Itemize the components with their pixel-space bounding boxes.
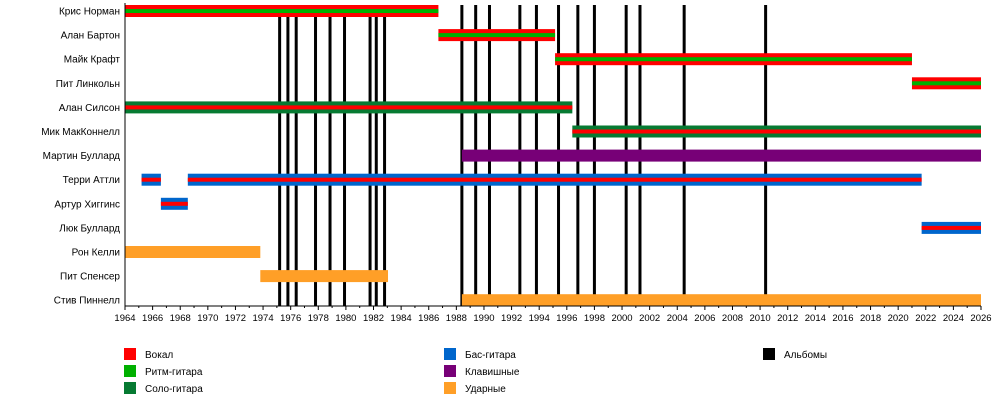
x-tick-label: 1980 [335, 313, 356, 324]
x-tick-label: 2022 [915, 313, 936, 324]
legend-label-keys: Клавишные [465, 367, 520, 378]
member-label: Алан Бартон [61, 31, 120, 42]
legend: Вокал Ритм-гитара Соло-гитара Бас-гитара Кла… [124, 348, 827, 395]
member-label: Рон Келли [72, 248, 120, 259]
x-tick-label: 1970 [197, 313, 218, 324]
x-tick-label: 2024 [943, 313, 964, 324]
member-bar-rhythm [911, 81, 981, 86]
legend-swatch-albums [763, 348, 775, 360]
member-bar-rhythm [438, 33, 556, 38]
x-tick-label: 2008 [722, 313, 743, 324]
legend-label-drums: Ударные [465, 384, 506, 395]
x-tick-label: 1972 [225, 313, 246, 324]
x-tick-label: 2026 [970, 313, 991, 324]
x-tick-label: 2006 [694, 313, 715, 324]
x-tick-label: 2020 [888, 313, 909, 324]
member-bar-drums [260, 270, 389, 283]
x-tick-label: 1996 [556, 313, 577, 324]
x-tick-label: 2004 [667, 313, 688, 324]
x-tick-label: 1974 [252, 313, 273, 324]
x-tick-label: 1982 [363, 313, 384, 324]
member-label: Пит Линкольн [56, 79, 120, 90]
x-tick-label: 1968 [170, 313, 191, 324]
x-tick-label: 2018 [860, 313, 881, 324]
legend-swatch-vocal [124, 348, 136, 360]
legend-label-bass: Бас-гитара [465, 350, 516, 361]
x-tick-label: 2010 [750, 313, 771, 324]
legend-label-vocal: Вокал [145, 350, 173, 361]
x-axis: 1964 1966 1968 1970 1972 1974 1976 1978 1980 1982… [114, 3, 992, 324]
member-bar-vocal [125, 105, 573, 110]
legend-label-albums: Альбомы [784, 349, 827, 361]
member-bar-keys [461, 149, 981, 162]
x-tick-label: 1990 [473, 313, 494, 324]
member-label: Майк Крафт [64, 54, 121, 66]
x-tick-label: 2000 [611, 313, 632, 324]
x-tick-label: 2012 [777, 313, 798, 324]
x-tick-label: 2014 [805, 313, 826, 324]
member-label: Мартин Буллард [43, 151, 120, 162]
member-label: Артур Хиггинс [54, 199, 120, 210]
legend-label-lead: Соло-гитара [145, 384, 203, 395]
member-bar-rhythm [555, 57, 912, 62]
member-bar-drums [461, 294, 981, 307]
legend-label-rhythm: Ритм-гитара [145, 367, 203, 378]
member-bar-rhythm [125, 9, 439, 13]
x-tick-label: 1976 [280, 313, 301, 324]
x-tick-label: 2016 [832, 313, 853, 324]
member-label: Крис Норман [59, 7, 120, 18]
legend-swatch-drums [444, 382, 456, 394]
legend-swatch-lead [124, 382, 136, 394]
legend-swatch-bass [444, 348, 456, 360]
legend-swatch-rhythm [124, 365, 136, 377]
x-tick-label: 1994 [529, 313, 550, 324]
member-bar-vocal [141, 177, 161, 182]
x-tick-label: 1988 [446, 313, 467, 324]
member-label: Алан Силсон [59, 103, 120, 114]
member-bars [125, 5, 981, 307]
member-label: Мик МакКоннелл [41, 127, 120, 138]
x-tick-label: 1992 [501, 313, 522, 324]
member-bar-vocal [572, 129, 981, 134]
member-label: Пит Спенсер [60, 272, 120, 283]
x-tick-label: 1964 [114, 313, 135, 324]
member-label: Люк Буллард [59, 223, 120, 234]
member-bar-vocal [921, 225, 981, 230]
legend-swatch-keys [444, 365, 456, 377]
member-label: Терри Аттли [63, 175, 120, 186]
x-tick-label: 1986 [418, 313, 439, 324]
x-tick-label: 1978 [308, 313, 329, 324]
x-tick-label: 1998 [584, 313, 605, 324]
member-label: Стив Пиннелл [54, 296, 120, 307]
member-bar-vocal [187, 177, 922, 182]
x-tick-label: 2002 [639, 313, 660, 324]
member-bar-drums [125, 246, 261, 258]
member-labels: Крис Норман Алан Бартон Майк Крафт Пит Линк… [41, 7, 120, 307]
member-bar-vocal [160, 201, 188, 206]
x-tick-label: 1984 [391, 313, 412, 324]
x-tick-label: 1966 [142, 313, 163, 324]
